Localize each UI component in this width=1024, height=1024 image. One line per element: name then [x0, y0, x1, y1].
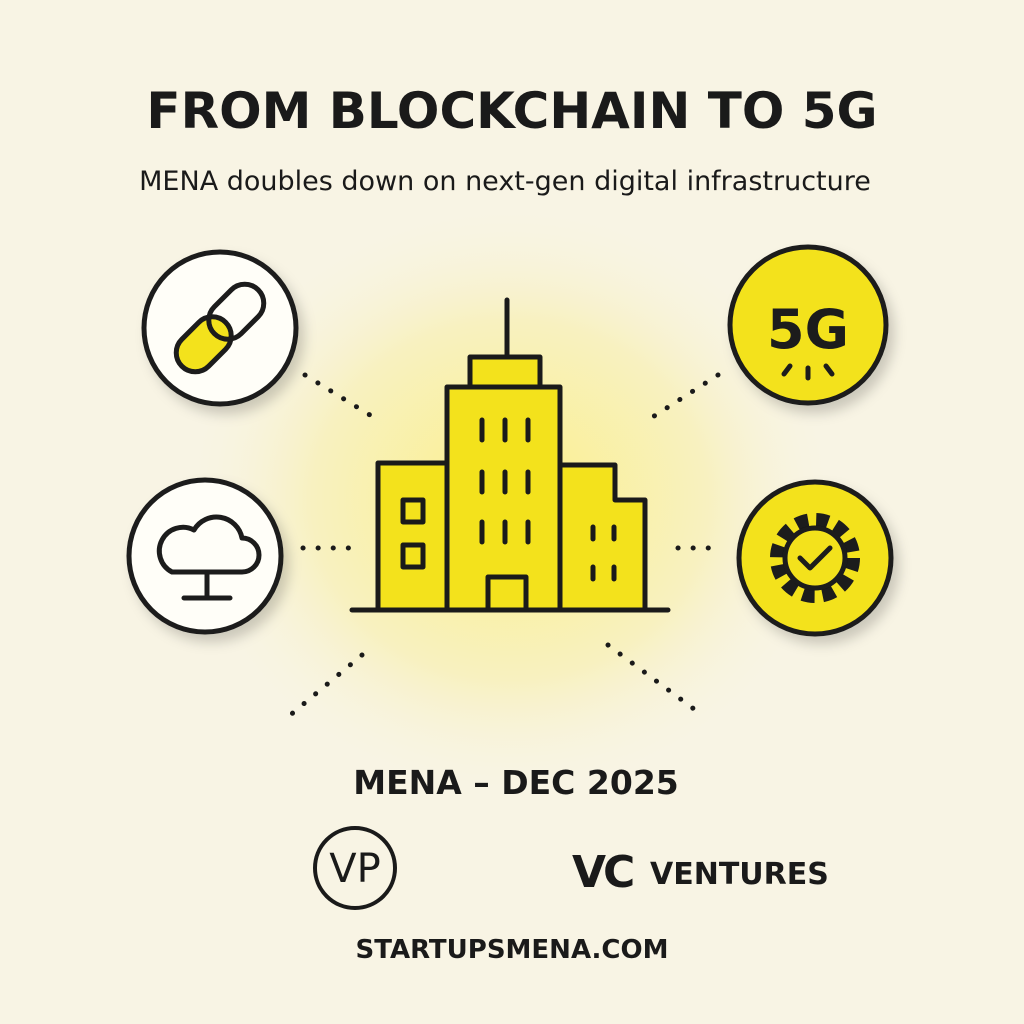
cloud-icon — [126, 477, 284, 635]
logo-ring — [313, 826, 397, 910]
connector — [302, 372, 381, 423]
subtitle: MENA doubles down on next-gen digital in… — [139, 166, 871, 197]
blockchain-icon — [141, 249, 299, 407]
logo-suffix: VENTURES — [650, 857, 829, 892]
chain-link — [206, 281, 267, 342]
window — [400, 497, 426, 525]
signal — [781, 363, 835, 381]
connector — [279, 652, 365, 725]
tower-top — [467, 354, 543, 390]
icon-circle — [126, 477, 284, 635]
building — [349, 297, 671, 613]
icon-circle — [727, 244, 889, 406]
check — [797, 545, 833, 571]
window — [400, 542, 426, 570]
chain — [173, 281, 267, 375]
connector — [605, 642, 705, 718]
logo-text: VP — [329, 846, 380, 892]
settings-icon — [736, 479, 894, 637]
vp-logo: VP — [313, 826, 397, 910]
gear — [782, 525, 848, 591]
website: STARTUPSMENA.COM — [356, 935, 669, 965]
door — [485, 574, 529, 613]
windows — [479, 417, 617, 582]
dateline: MENA – DEC 2025 — [353, 763, 679, 802]
gear-teeth — [770, 513, 860, 603]
5g-icon: 5G — [727, 244, 889, 406]
cloud — [156, 514, 262, 601]
left-block — [375, 460, 453, 613]
chain-link — [173, 314, 234, 375]
connectors — [279, 372, 725, 725]
connector — [645, 372, 721, 423]
badge-label: 5G — [767, 298, 849, 361]
title: FROM BLOCKCHAIN TO 5G — [146, 82, 877, 140]
logo-text: VC — [572, 847, 633, 898]
